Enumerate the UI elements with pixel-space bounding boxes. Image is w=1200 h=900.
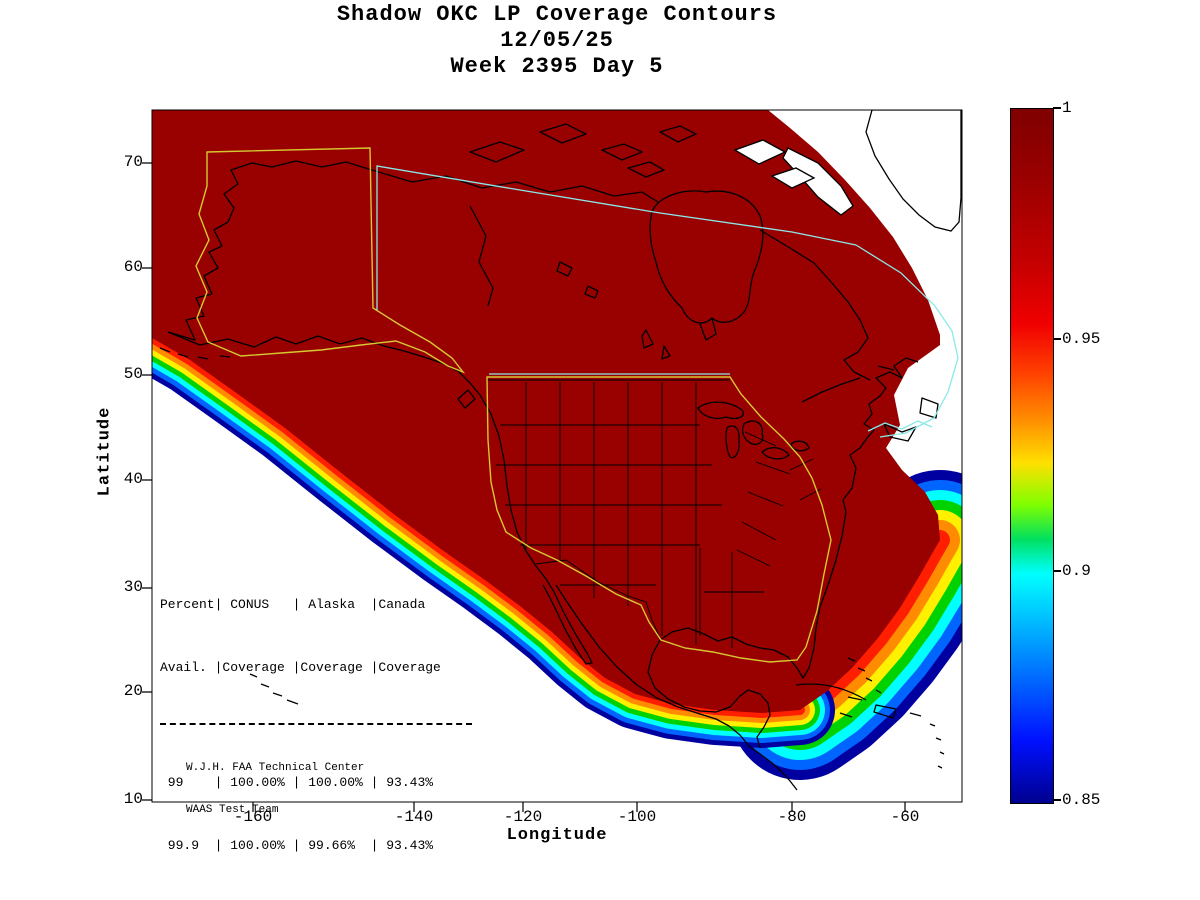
colorbar-tick xyxy=(1053,107,1061,109)
great-lakes xyxy=(697,401,810,460)
stats-header-row-2: Avail. |Coverage |Coverage |Coverage xyxy=(160,660,441,675)
y-axis-label: Latitude xyxy=(95,406,115,497)
antilles-dots xyxy=(929,723,945,769)
x-axis-ticks xyxy=(252,802,906,812)
y-tick-label: 40 xyxy=(123,470,143,488)
colorbar-tick xyxy=(1053,338,1061,340)
conus-boundary xyxy=(486,376,832,663)
chart-week-day: Week 2395 Day 5 xyxy=(450,54,664,79)
x-tick-label: -60 xyxy=(890,808,920,826)
state-borders xyxy=(487,379,822,648)
colorbar-tick-label: 0.9 xyxy=(1062,562,1091,580)
x-axis-label: Longitude xyxy=(506,826,608,845)
alaska-boundary xyxy=(195,147,466,374)
y-tick-label: 50 xyxy=(123,365,143,383)
credit-line-1: W.J.H. FAA Technical Center xyxy=(186,762,365,774)
y-axis-ticks xyxy=(142,162,152,801)
coastlines xyxy=(159,123,945,791)
baffin-island-outline xyxy=(782,147,854,216)
colorbar-tick-label: 0.85 xyxy=(1062,791,1101,809)
coverage-stats-table: Percent| CONUS | Alaska |Canada Avail. |… xyxy=(160,552,472,900)
chart-date: 12/05/25 xyxy=(500,28,614,53)
service-area-boundaries xyxy=(195,147,832,663)
hispaniola-outline xyxy=(873,704,897,719)
credit-line-2: WAAS Test Team xyxy=(186,804,279,816)
stats-row: 99 | 100.00% | 100.00% | 93.43% xyxy=(160,775,434,790)
colorbar-tick-label: 0.95 xyxy=(1062,330,1101,348)
colorbar-tick xyxy=(1053,570,1061,572)
y-tick-label: 30 xyxy=(123,578,143,596)
y-tick-label: 70 xyxy=(123,153,143,171)
y-tick-label: 60 xyxy=(123,258,143,276)
cuba-outline xyxy=(795,683,867,701)
hawaii-dots xyxy=(249,673,299,705)
arctic-island-outline xyxy=(733,139,787,165)
chart-title: Shadow OKC LP Coverage Contours xyxy=(336,2,778,27)
y-tick-label: 20 xyxy=(123,682,143,700)
x-tick-label: -120 xyxy=(503,808,543,826)
stats-table-divider xyxy=(160,723,472,725)
colorbar-gradient xyxy=(1010,108,1054,804)
credit-annotation: W.J.H. FAA Technical Center WAAS Test Te… xyxy=(186,733,364,845)
title-block: Shadow OKC LP Coverage Contours 12/05/25… xyxy=(157,2,957,80)
canada-boundary xyxy=(376,165,959,438)
stats-row: 99.9 | 100.00% | 99.66% | 93.43% xyxy=(160,838,434,853)
x-tick-label: -160 xyxy=(233,808,273,826)
x-tick-label: -100 xyxy=(617,808,657,826)
bahamas-dots xyxy=(847,657,882,694)
x-tick-label: -80 xyxy=(777,808,807,826)
white-landmasses xyxy=(733,110,962,232)
y-tick-label: 10 xyxy=(123,790,143,808)
coverage-region xyxy=(152,110,940,713)
stats-header-row-1: Percent| CONUS | Alaska |Canada xyxy=(160,597,426,612)
colorbar-tick-label: 1 xyxy=(1062,99,1072,117)
arctic-island-outline xyxy=(770,167,816,189)
greenland-outline xyxy=(865,110,962,232)
colorbar-tick xyxy=(1053,799,1061,801)
x-tick-label: -140 xyxy=(394,808,434,826)
plot-frame xyxy=(151,109,963,803)
